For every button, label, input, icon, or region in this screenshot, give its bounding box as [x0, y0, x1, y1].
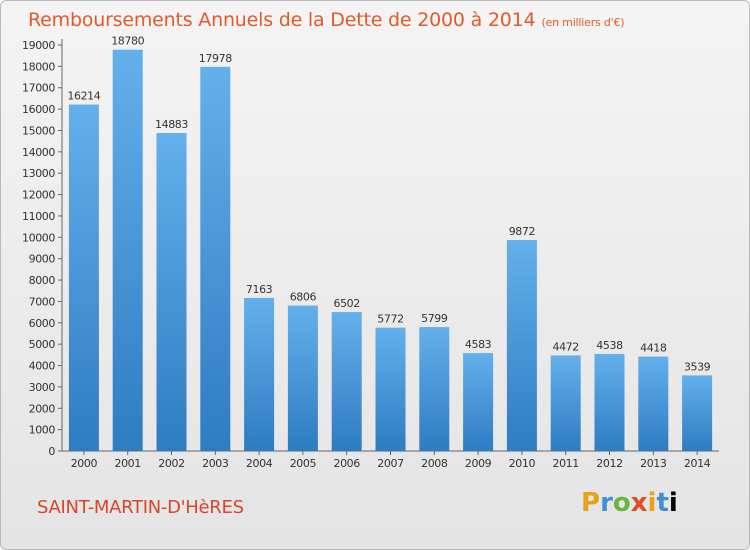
chart-title-text: Remboursements Annuels de la Dette de 20…: [28, 9, 536, 31]
bar: [506, 240, 537, 451]
x-tick-label: 2007: [377, 457, 404, 470]
data-labels: 16214 18780 14883 17978 7163 6806 6502 5772 5799…: [67, 35, 711, 374]
value-label: 6502: [333, 297, 359, 310]
y-tick-label: 0: [48, 445, 55, 458]
bar: [463, 353, 494, 451]
commune-name: SAINT-MARTIN-D'HèRES: [37, 497, 244, 518]
bar: [419, 327, 450, 451]
chart-title: Remboursements Annuels de la Dette de 20…: [28, 9, 625, 31]
y-tick-label: 12000: [22, 189, 55, 202]
x-tick-label: 2005: [290, 457, 317, 470]
y-tick-label: 18000: [22, 60, 55, 73]
bar: [682, 375, 713, 451]
logo-letter: o: [612, 488, 631, 518]
y-tick-label: 16000: [22, 103, 55, 116]
logo-letter: x: [630, 488, 648, 518]
x-tick-label: 2008: [421, 457, 448, 470]
logo-letter: i: [647, 488, 657, 518]
bar: [375, 327, 406, 451]
y-tick-label: 3000: [29, 381, 56, 394]
value-label: 4538: [596, 339, 623, 352]
y-tick-label: 15000: [22, 124, 55, 137]
unit-note: (en milliers d'€): [541, 16, 625, 29]
y-tick-label: 1000: [29, 424, 56, 437]
x-tick-label: 2011: [552, 457, 578, 470]
proxiti-logo: Proxiti: [581, 488, 678, 518]
x-tick-label: 2010: [509, 457, 536, 470]
value-label: 4418: [640, 342, 667, 355]
value-label: 14883: [155, 118, 188, 131]
bar: [244, 297, 275, 451]
y-tick-label: 7000: [29, 295, 56, 308]
logo-letter: t: [656, 488, 669, 518]
bar: [331, 312, 362, 451]
value-label: 9872: [509, 225, 535, 238]
value-label: 3539: [684, 360, 711, 373]
value-label: 5772: [377, 313, 403, 326]
logo-letter: i: [668, 488, 678, 518]
x-tick-label: 2012: [596, 457, 622, 470]
bar: [550, 355, 581, 451]
x-tick-label: 2004: [246, 457, 273, 470]
value-label: 5799: [421, 312, 448, 325]
x-tick-label: 2001: [114, 457, 140, 470]
bar: [112, 49, 143, 452]
value-label: 18780: [111, 35, 144, 48]
value-label: 4472: [552, 340, 578, 353]
y-tick-label: 9000: [29, 253, 56, 266]
value-label: 7163: [246, 283, 273, 296]
bar: [200, 66, 231, 451]
x-tick-label: 2009: [465, 457, 492, 470]
y-tick-label: 2000: [29, 402, 56, 415]
bar: [156, 132, 187, 451]
value-label: 17978: [199, 52, 232, 65]
value-label: 6806: [290, 291, 317, 304]
y-tick-label: 8000: [29, 274, 56, 287]
y-tick-label: 14000: [22, 146, 55, 159]
y-tick-label: 5000: [29, 338, 56, 351]
logo-letter: P: [581, 488, 601, 518]
y-tick-label: 17000: [22, 82, 55, 95]
bar: [638, 356, 669, 451]
y-tick-label: 6000: [29, 317, 56, 330]
logo-letter: r: [600, 488, 613, 518]
bar: [68, 104, 99, 452]
x-tick-label: 2014: [684, 457, 711, 470]
value-label: 4583: [465, 338, 492, 351]
bar: [594, 354, 625, 451]
x-tick-label: 2003: [202, 457, 229, 470]
y-tick-label: 10000: [22, 231, 55, 244]
x-tick-label: 2002: [158, 457, 184, 470]
y-tick-label: 13000: [22, 167, 55, 180]
y-tick-label: 19000: [22, 39, 55, 52]
bars: [68, 49, 713, 452]
x-tick-label: 2013: [640, 457, 667, 470]
value-label: 16214: [67, 90, 100, 103]
x-tick-label: 2000: [71, 457, 98, 470]
y-tick-label: 4000: [29, 360, 56, 373]
x-tick-label: 2006: [333, 457, 360, 470]
bar: [287, 305, 318, 451]
y-tick-label: 11000: [22, 210, 55, 223]
